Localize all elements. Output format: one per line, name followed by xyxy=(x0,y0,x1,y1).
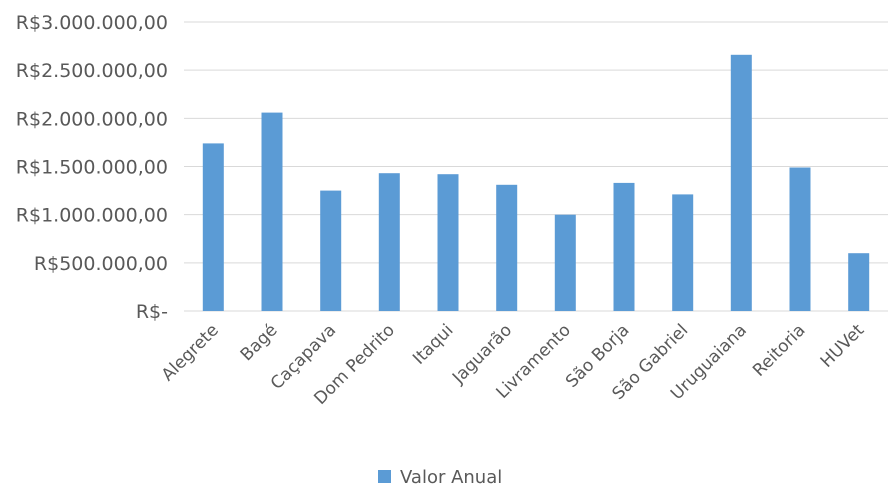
bar-itaqui xyxy=(437,174,459,311)
legend-swatch-valor-anual xyxy=(378,470,391,483)
bar-livramento xyxy=(554,214,576,311)
y-tick-label: R$3.000.000,00 xyxy=(16,12,168,34)
bar-jaguarao xyxy=(496,184,518,311)
bar-reitoria xyxy=(789,167,811,311)
bar-uruguaiana xyxy=(730,54,752,312)
bar-sao-borja xyxy=(613,182,635,311)
x-tick-label-itaqui: Itaqui xyxy=(409,320,457,368)
y-tick-label: R$500.000,00 xyxy=(34,253,168,275)
gridlines xyxy=(184,21,888,312)
bar-dom-pedrito xyxy=(378,173,400,311)
y-tick-label: R$1.500.000,00 xyxy=(16,157,168,179)
y-tick-label: R$1.000.000,00 xyxy=(16,205,168,227)
bars xyxy=(202,54,870,312)
y-tick-label: R$2.000.000,00 xyxy=(16,108,168,130)
y-tick-label: R$2.500.000,00 xyxy=(16,60,168,82)
legend-label-valor-anual: Valor Anual xyxy=(400,467,502,488)
bar-alegrete xyxy=(202,143,224,311)
y-tick-label: R$- xyxy=(136,301,168,323)
x-tick-label-bage: Bagé xyxy=(237,320,282,365)
legend: Valor Anual xyxy=(378,467,502,488)
x-tick-label-reitoria: Reitoria xyxy=(749,320,809,380)
bar-cacapava xyxy=(320,190,342,311)
bar-huvet xyxy=(848,253,870,311)
x-tick-label-alegrete: Alegrete xyxy=(158,320,223,385)
bar-sao-gabriel xyxy=(672,194,694,311)
bar-bage xyxy=(261,112,283,311)
y-axis-tick-labels: R$- R$500.000,00 R$1.000.000,00 R$1.500.000… xyxy=(16,12,168,323)
x-tick-label-huvet: HUVet xyxy=(817,320,869,372)
